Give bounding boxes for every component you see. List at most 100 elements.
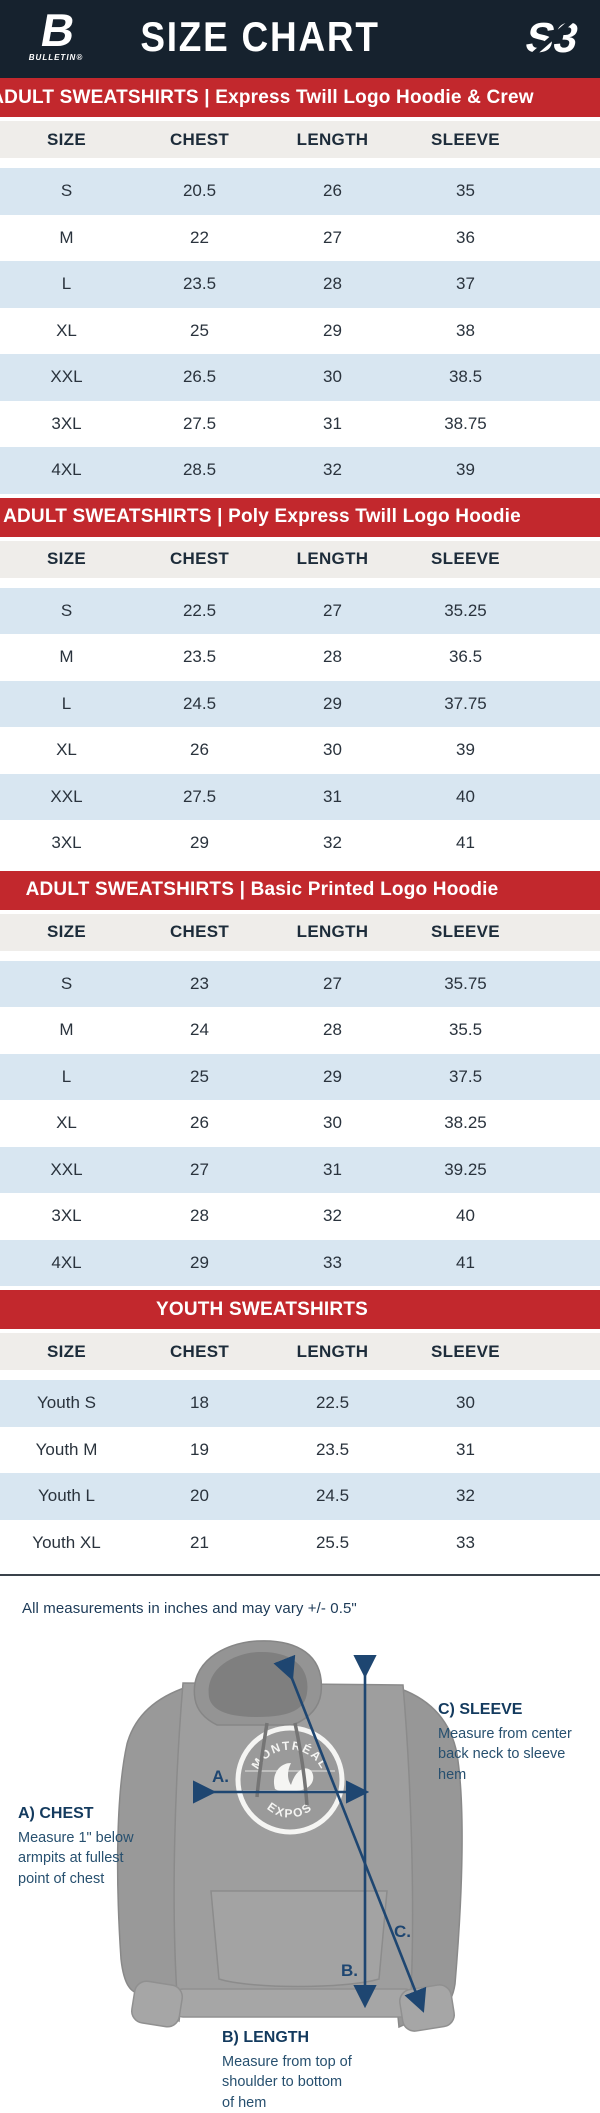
hoodie-left-cuff bbox=[130, 1980, 184, 2028]
cell-size: XL bbox=[56, 1113, 77, 1133]
cell-chest: 22.5 bbox=[182, 600, 217, 620]
s3-icon: S3 bbox=[522, 14, 583, 60]
cell-length: 31 bbox=[323, 786, 342, 806]
cell-size: 4XL bbox=[51, 460, 82, 480]
col-sleeve: SLEEVE bbox=[431, 922, 500, 941]
cell-length: 32 bbox=[323, 1206, 342, 1226]
cell-chest: 28.5 bbox=[182, 460, 217, 480]
cell-chest: 21 bbox=[190, 1532, 209, 1552]
table-row: 3XL 29 32 41 bbox=[0, 820, 600, 867]
cell-size: S bbox=[60, 181, 73, 201]
section-title: ADULT SWEATSHIRTS | Basic Printed Logo H… bbox=[25, 879, 499, 900]
table-row: 4XL 28.5 32 39 bbox=[0, 447, 600, 494]
cell-sleeve: 38.25 bbox=[444, 1113, 487, 1133]
col-chest: CHEST bbox=[169, 1341, 230, 1361]
table-header-row: SIZE CHEST LENGTH SLEEVE bbox=[0, 1333, 600, 1370]
chest-label: A) CHEST Measure 1" below armpits at ful… bbox=[18, 1803, 140, 1889]
cell-chest: 23 bbox=[190, 973, 209, 993]
section-banner: YOUTH SWEATSHIRTS bbox=[0, 1290, 600, 1329]
cell-length: 30 bbox=[323, 367, 342, 387]
bulletin-mark: B bbox=[37, 5, 79, 55]
sleeve-label-desc: Measure from center back neck to sleeve … bbox=[438, 1725, 572, 1783]
cell-length: 26 bbox=[323, 181, 342, 201]
table-row: L 25 29 37.5 bbox=[0, 1053, 600, 1100]
cell-chest: 24 bbox=[190, 1020, 209, 1040]
col-chest: CHEST bbox=[169, 922, 230, 941]
cell-chest: 29 bbox=[190, 833, 209, 853]
cell-sleeve: 37.75 bbox=[444, 693, 487, 713]
cell-sleeve: 31 bbox=[456, 1439, 475, 1459]
size-table-express-twill: ADULT SWEATSHIRTS | Express Twill Logo H… bbox=[0, 78, 600, 494]
cell-length: 29 bbox=[323, 320, 342, 340]
cell-length: 31 bbox=[323, 413, 342, 433]
table-row: 4XL 29 33 41 bbox=[0, 1239, 600, 1286]
table-body: S 22.5 27 35.25 M 23.5 28 36.5 L 24.5 29… bbox=[0, 587, 600, 867]
cell-size: M bbox=[59, 1020, 74, 1040]
cell-sleeve: 39 bbox=[456, 740, 475, 760]
cell-length: 24.5 bbox=[315, 1486, 350, 1506]
table-row: Youth L 20 24.5 32 bbox=[0, 1473, 600, 1520]
cell-chest: 23.5 bbox=[182, 647, 217, 667]
cell-chest: 20.5 bbox=[182, 181, 217, 201]
length-label-title: B) LENGTH bbox=[222, 2029, 310, 2046]
cell-sleeve: 35.5 bbox=[448, 1020, 483, 1040]
col-length: LENGTH bbox=[296, 922, 369, 941]
section-banner: ADULT SWEATSHIRTS | Basic Printed Logo H… bbox=[0, 870, 600, 910]
cell-length: 32 bbox=[323, 833, 342, 853]
cell-chest: 25 bbox=[190, 1066, 209, 1086]
cell-chest: 26.5 bbox=[182, 367, 217, 387]
marker-a: A. bbox=[212, 1767, 229, 1786]
cell-size: L bbox=[61, 274, 72, 294]
cell-length: 23.5 bbox=[315, 1439, 350, 1459]
cell-sleeve: 41 bbox=[456, 1252, 475, 1272]
cell-chest: 26 bbox=[190, 1113, 209, 1133]
table-header-row: SIZE CHEST LENGTH SLEEVE bbox=[0, 540, 600, 578]
table-row: S 22.5 27 35.25 bbox=[0, 587, 600, 634]
cell-length: 28 bbox=[323, 647, 342, 667]
cell-sleeve: 35 bbox=[456, 181, 475, 201]
cell-sleeve: 36.5 bbox=[448, 647, 483, 667]
sleeve-label-title: C) SLEEVE bbox=[438, 1701, 523, 1718]
col-chest: CHEST bbox=[169, 549, 230, 568]
sleeve-arrow bbox=[273, 1654, 427, 2013]
cell-length: 27 bbox=[323, 973, 342, 993]
cell-chest: 27.5 bbox=[182, 786, 217, 806]
table-row: 3XL 28 32 40 bbox=[0, 1193, 600, 1240]
cell-sleeve: 40 bbox=[456, 1206, 475, 1226]
cell-chest: 23.5 bbox=[182, 274, 217, 294]
table-row: M 23.5 28 36.5 bbox=[0, 634, 600, 681]
cell-length: 28 bbox=[323, 1020, 342, 1040]
col-sleeve: SLEEVE bbox=[431, 129, 500, 149]
cell-chest: 19 bbox=[190, 1439, 209, 1459]
cell-chest: 29 bbox=[190, 1252, 209, 1272]
size-table-poly-express-twill: ADULT SWEATSHIRTS | Poly Express Twill L… bbox=[0, 497, 600, 867]
cell-length: 33 bbox=[323, 1252, 342, 1272]
table-row: M 22 27 36 bbox=[0, 214, 600, 261]
cell-length: 31 bbox=[323, 1159, 342, 1179]
table-row: S 20.5 26 35 bbox=[0, 168, 600, 215]
cell-sleeve: 36 bbox=[456, 227, 475, 247]
cell-chest: 22 bbox=[190, 227, 209, 247]
col-length: LENGTH bbox=[296, 549, 369, 568]
cell-size: M bbox=[59, 647, 74, 667]
section-title: ADULT SWEATSHIRTS | Express Twill Logo H… bbox=[0, 86, 534, 108]
col-sleeve: SLEEVE bbox=[431, 1341, 500, 1361]
col-length: LENGTH bbox=[296, 129, 369, 149]
cell-sleeve: 41 bbox=[456, 833, 475, 853]
col-chest: CHEST bbox=[169, 129, 230, 149]
bulletin-logo: B BULLETIN® bbox=[16, 5, 96, 62]
cell-chest: 24.5 bbox=[182, 693, 217, 713]
cell-size: XL bbox=[56, 320, 77, 340]
bulletin-b-icon: B bbox=[37, 5, 79, 55]
table-row: Youth S 18 22.5 30 bbox=[0, 1380, 600, 1427]
cell-size: Youth M bbox=[35, 1439, 98, 1459]
divider bbox=[0, 1574, 600, 1576]
section-title: YOUTH SWEATSHIRTS bbox=[155, 1298, 369, 1320]
measurement-diagram: MONTRÉAL EXPOS A. B. C. A) CHEST Measure… bbox=[0, 1619, 600, 2112]
table-row: XL 25 29 38 bbox=[0, 307, 600, 354]
table-body: S 20.5 26 35 M 22 27 36 L 23.5 28 37 XL … bbox=[0, 168, 600, 494]
measurements-note: All measurements in inches and may vary … bbox=[22, 1600, 357, 1617]
cell-size: 3XL bbox=[51, 1206, 82, 1226]
cell-size: 3XL bbox=[51, 413, 82, 433]
section-title: ADULT SWEATSHIRTS | Poly Express Twill L… bbox=[3, 506, 521, 527]
